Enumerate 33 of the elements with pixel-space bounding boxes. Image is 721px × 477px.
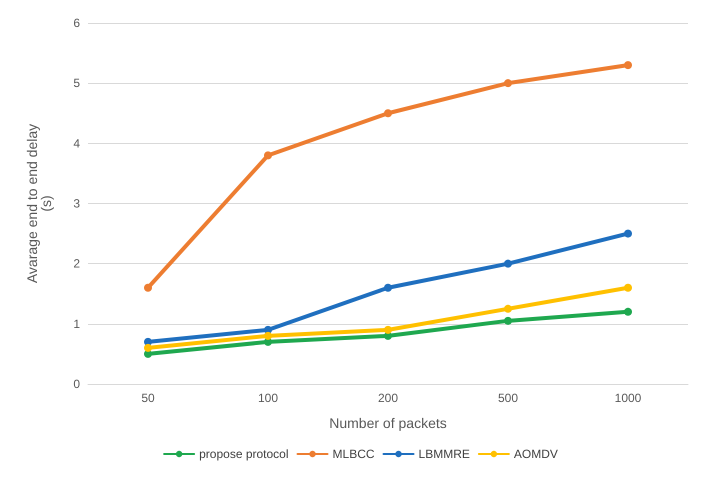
point [144, 344, 152, 352]
legend-label: MLBCC [332, 447, 375, 461]
point [624, 284, 632, 292]
point [384, 109, 392, 118]
y-tick-label: 2 [73, 256, 80, 271]
point [264, 151, 272, 160]
y-tick-label: 1 [73, 316, 80, 331]
x-tick-label: 50 [141, 391, 155, 405]
point [624, 61, 632, 70]
x-tick-label: 200 [378, 391, 398, 405]
point [624, 308, 632, 316]
point [504, 316, 512, 325]
y-tick-label: 3 [73, 196, 80, 210]
point [384, 284, 392, 292]
point [624, 230, 632, 238]
y-tick-label: 6 [73, 16, 80, 30]
point [144, 284, 152, 292]
y-tick-label: 0 [73, 377, 80, 391]
y-tick-label: 4 [73, 136, 80, 150]
x-axis-title: Number of packets [329, 415, 447, 431]
x-tick-label: 1000 [614, 391, 642, 405]
x-tick-label: 500 [498, 391, 518, 405]
x-tick-label: 100 [258, 391, 278, 405]
point [384, 326, 392, 334]
legend-label: propose protocol [199, 447, 289, 461]
point [264, 332, 272, 340]
legend-label: AOMDV [514, 447, 558, 461]
point [504, 304, 512, 313]
y-tick-label: 5 [73, 76, 80, 90]
point [504, 79, 512, 88]
point [504, 260, 512, 268]
y-axis-title: Avarage end to end delay (s) [24, 124, 54, 284]
legend-label: LBMMRE [418, 447, 470, 461]
